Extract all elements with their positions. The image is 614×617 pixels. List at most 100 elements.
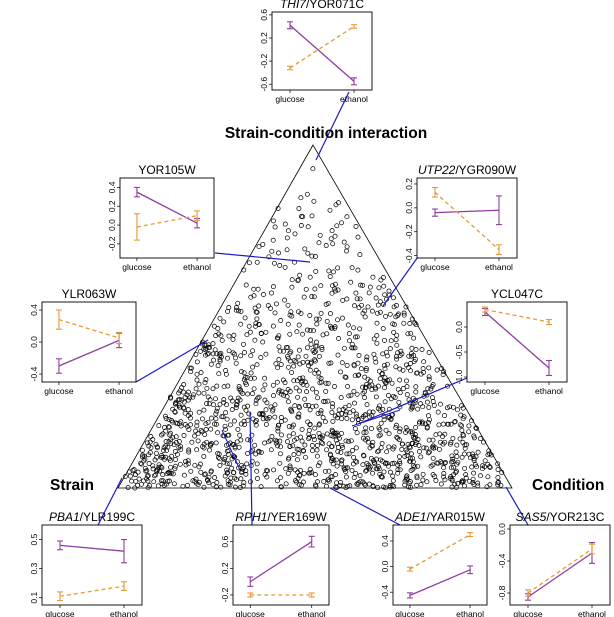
ternary-point	[325, 380, 331, 386]
ternary-point	[433, 432, 439, 438]
ternary-point	[198, 427, 204, 433]
ternary-point	[352, 303, 357, 309]
ternary-point	[176, 390, 182, 396]
ternary-point	[318, 410, 324, 416]
ternary-point	[424, 479, 430, 485]
ternary-point	[370, 470, 375, 476]
ternary-point	[316, 353, 322, 359]
ternary-point	[403, 425, 409, 431]
ternary-point	[278, 484, 284, 490]
ternary-point	[397, 459, 402, 465]
ternary-point	[376, 464, 381, 470]
ternary-point	[355, 234, 361, 240]
ternary-point	[445, 383, 450, 389]
ternary-point	[386, 444, 392, 450]
ternary-point	[327, 311, 333, 317]
ternary-point	[365, 439, 371, 445]
ternary-point	[187, 395, 192, 401]
series-line	[434, 191, 500, 251]
ternary-point	[413, 389, 419, 395]
ternary-point	[440, 421, 446, 427]
inset-frame	[41, 524, 143, 606]
ternary-point	[237, 397, 243, 403]
ternary-point	[332, 281, 338, 287]
leader-line	[357, 377, 468, 425]
ternary-point	[228, 475, 234, 481]
ternary-point	[168, 464, 174, 470]
ternary-point	[463, 472, 469, 478]
ternary-point	[357, 473, 363, 478]
ternary-point	[410, 455, 416, 461]
ternary-point	[242, 350, 247, 355]
ternary-point	[295, 354, 301, 360]
ternary-point	[208, 468, 214, 474]
ternary-point	[326, 360, 332, 366]
ternary-point	[170, 435, 176, 441]
ternary-point	[380, 406, 386, 412]
ternary-point	[298, 223, 304, 228]
ternary-point	[287, 467, 293, 473]
y-tick-label: -0.2	[220, 587, 230, 602]
ternary-point	[426, 449, 432, 455]
ternary-point	[390, 478, 396, 484]
ternary-point	[384, 349, 389, 355]
ternary-point	[178, 423, 184, 429]
ternary-point	[130, 468, 136, 473]
ternary-point	[210, 351, 216, 357]
ternary-point	[284, 394, 290, 400]
ternary-point	[375, 406, 381, 411]
ternary-point	[159, 453, 165, 458]
ternary-point	[148, 434, 154, 439]
ternary-point	[263, 421, 269, 427]
ternary-point	[387, 377, 393, 383]
ternary-point	[195, 438, 201, 444]
ternary-point	[299, 438, 305, 444]
ternary-point	[177, 461, 183, 467]
ternary-point	[393, 425, 399, 431]
ternary-point	[390, 473, 396, 479]
ternary-point	[367, 409, 373, 415]
ternary-point	[367, 284, 373, 290]
ternary-point	[186, 427, 192, 432]
ternary-point	[338, 449, 344, 455]
ternary-point	[343, 375, 349, 380]
ternary-point	[243, 471, 249, 477]
ternary-point	[389, 380, 395, 386]
ternary-point	[199, 429, 205, 435]
ternary-point	[366, 462, 371, 468]
ternary-point	[401, 310, 407, 316]
ternary-point	[470, 476, 476, 482]
ternary-point	[150, 463, 156, 469]
ternary-point	[266, 254, 272, 260]
y-tick-label: 0.4	[29, 304, 39, 316]
ternary-point	[237, 485, 243, 490]
leader-line	[351, 409, 401, 427]
ternary-point	[307, 421, 313, 427]
ternary-point	[374, 333, 380, 339]
ternary-point	[181, 472, 187, 478]
ternary-point	[471, 470, 477, 476]
ternary-point	[251, 375, 257, 381]
ternary-point	[166, 456, 172, 462]
ternary-point	[346, 438, 352, 444]
ternary-point	[463, 475, 469, 481]
ternary-point	[305, 250, 311, 256]
ternary-point	[254, 476, 260, 481]
y-tick-label: 0.3	[29, 562, 39, 574]
ternary-point	[154, 454, 160, 460]
ternary-point	[163, 481, 169, 487]
ternary-point	[425, 413, 431, 419]
inset-plot: SAS5/YOR213C 0.0 -0.4 -0.8 glucose ethanol	[497, 510, 611, 617]
ternary-point	[206, 474, 212, 480]
ternary-point	[243, 282, 249, 288]
ternary-point	[370, 409, 376, 415]
ternary-point	[238, 476, 244, 482]
ternary-point	[323, 388, 329, 394]
ternary-point	[210, 341, 216, 347]
y-tick-label: -0.4	[404, 248, 414, 263]
ternary-point	[270, 408, 276, 414]
ternary-point	[301, 294, 307, 300]
ternary-point	[441, 471, 447, 476]
ternary-point	[394, 434, 400, 440]
